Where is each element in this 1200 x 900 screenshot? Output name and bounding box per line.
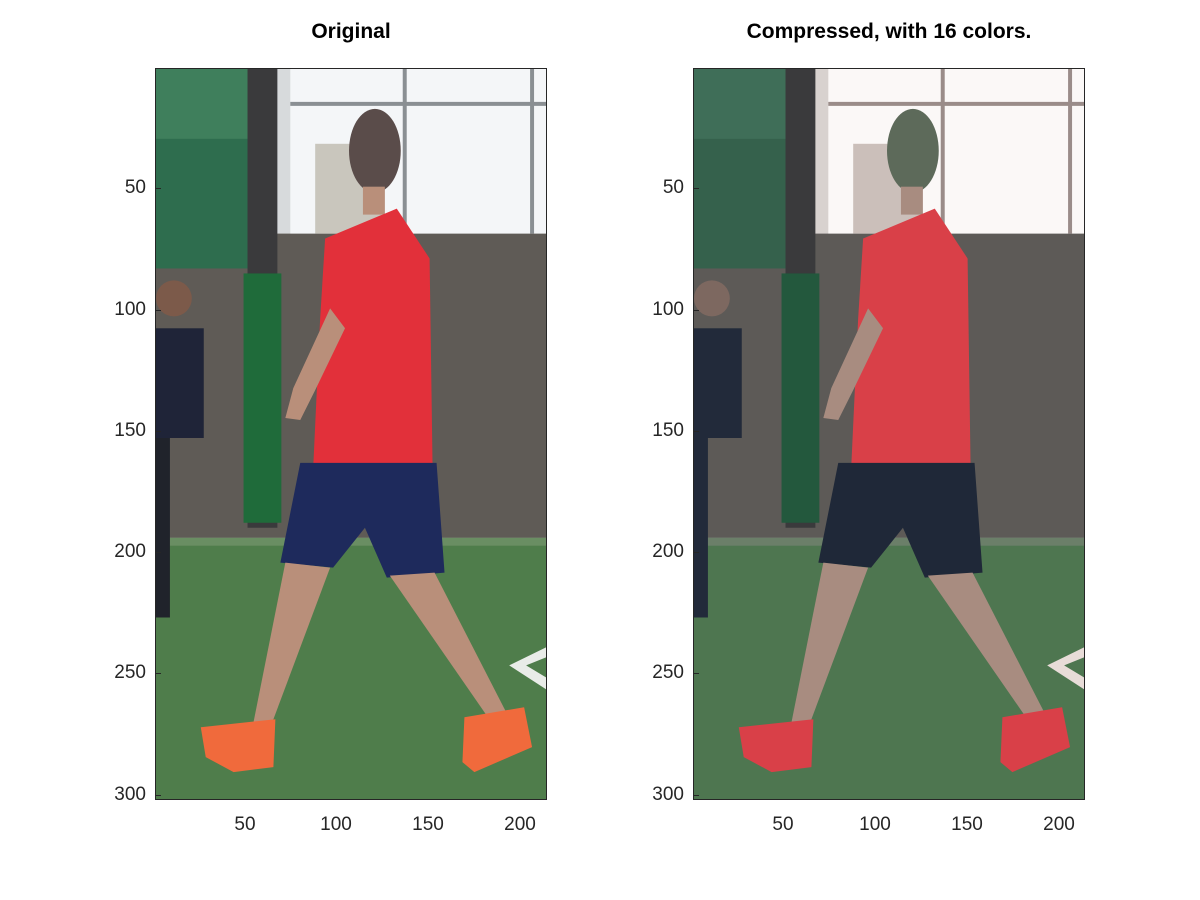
x-tick-label: 200 [504,814,536,835]
y-tick-label: 300 [114,784,146,805]
y-tick-label: 50 [662,177,684,198]
tick-mark [155,188,161,189]
y-tick-label: 200 [114,541,146,562]
tick-mark [693,431,699,432]
x-tick-label: 50 [772,814,794,835]
y-tick-label: 200 [652,541,684,562]
tick-mark [693,188,699,189]
x-tick-label: 50 [234,814,256,835]
tick-mark [693,552,699,553]
y-tick-label: 250 [652,662,684,683]
compressed-photo [694,69,1084,799]
tick-mark [155,673,161,674]
x-tick-label: 150 [412,814,444,835]
x-tick-label: 150 [951,814,983,835]
y-tick-label: 150 [114,420,146,441]
axes-original [155,68,547,800]
x-tick-label: 100 [320,814,352,835]
tick-mark [155,795,161,796]
y-tick-label: 250 [114,662,146,683]
tick-mark [155,552,161,553]
x-tick-label: 200 [1043,814,1075,835]
y-tick-label: 150 [652,420,684,441]
tick-mark [155,310,161,311]
tick-mark [693,795,699,796]
y-tick-label: 100 [652,299,684,320]
original-photo [156,69,546,799]
axes-compressed [693,68,1085,800]
y-tick-label: 50 [124,177,146,198]
y-tick-label: 300 [652,784,684,805]
tick-mark [693,310,699,311]
panel-title-original: Original [311,20,391,43]
x-tick-label: 100 [859,814,891,835]
panel-title-compressed: Compressed, with 16 colors. [746,20,1032,43]
y-tick-label: 100 [114,299,146,320]
tick-mark [155,431,161,432]
tick-mark [693,673,699,674]
